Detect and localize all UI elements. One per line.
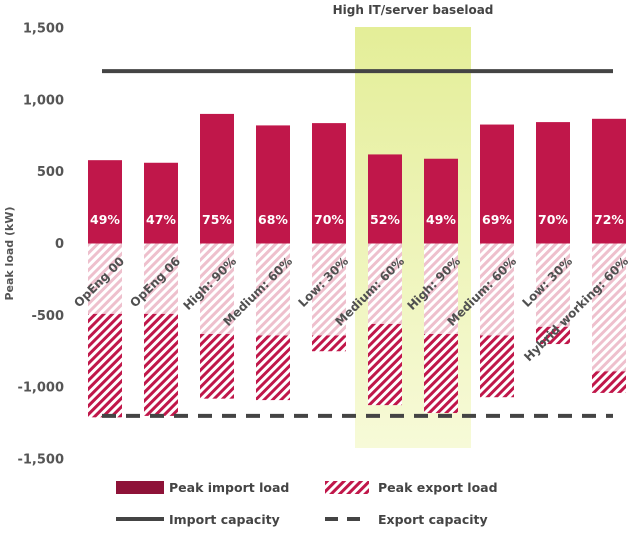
export-bar-light	[536, 243, 570, 327]
import-bar	[312, 123, 346, 244]
export-bar	[592, 371, 626, 393]
bar-percent-label: 70%	[314, 212, 344, 227]
export-bar	[200, 334, 234, 399]
import-bar	[88, 160, 122, 244]
y-tick-label: 500	[37, 165, 64, 180]
bar-percent-label: 52%	[370, 212, 400, 227]
legend-label: Import capacity	[169, 512, 280, 527]
export-bar	[368, 323, 402, 406]
import-bar	[200, 113, 234, 244]
y-tick-label: -1,000	[17, 381, 64, 396]
import-bar	[256, 125, 290, 244]
export-bar	[424, 334, 458, 414]
export-bar-light	[368, 243, 402, 324]
export-bar	[144, 313, 178, 416]
import-bar	[592, 118, 626, 244]
bar-percent-label: 49%	[90, 212, 120, 227]
y-axis: 1,500 1,000 500 0 -500 -1,000 -1,500 Peak load …	[3, 22, 64, 468]
bar-percent-label: 75%	[202, 212, 232, 227]
y-tick-label: -500	[31, 309, 64, 324]
capacity-lines	[102, 69, 613, 418]
legend: Peak import load Peak export load Import c…	[116, 480, 498, 527]
legend-swatch-export	[325, 481, 369, 494]
y-tick-label: 1,500	[23, 22, 64, 37]
legend-label: Peak import load	[169, 480, 289, 495]
bar-percent-label: 70%	[538, 212, 568, 227]
bar-percent-label: 72%	[594, 212, 624, 227]
export-bar	[480, 335, 514, 398]
export-bar-light	[592, 243, 626, 372]
legend-label: Peak export load	[378, 480, 498, 495]
legend-label: Export capacity	[378, 512, 488, 527]
export-bar-light	[424, 243, 458, 335]
import-bar	[536, 122, 570, 244]
export-bar	[536, 326, 570, 345]
export-bar-light	[88, 243, 122, 314]
export-bar-light	[312, 243, 346, 336]
export-bar	[256, 335, 290, 401]
export-bar-light	[480, 243, 514, 336]
export-bar	[312, 335, 346, 352]
highlight-label: High IT/server baseload	[333, 3, 494, 17]
export-bar	[88, 313, 122, 418]
y-tick-label: -1,500	[17, 453, 64, 468]
import-bar	[480, 124, 514, 244]
bars-group	[88, 113, 626, 418]
import-bar	[144, 162, 178, 244]
export-bar-light	[256, 243, 290, 336]
import-bar	[424, 158, 458, 244]
bar-percent-label: 47%	[146, 212, 176, 227]
y-tick-label: 1,000	[23, 93, 64, 108]
y-tick-label: 0	[55, 237, 64, 252]
export-bar-light	[200, 243, 234, 335]
bar-percent-label: 69%	[482, 212, 512, 227]
import-bar	[368, 154, 402, 244]
bar-percent-label: 49%	[426, 212, 456, 227]
legend-swatch-import	[116, 481, 164, 494]
bar-percent-label: 68%	[258, 212, 288, 227]
y-axis-title: Peak load (kW)	[3, 206, 16, 300]
export-bar-light	[144, 243, 178, 314]
